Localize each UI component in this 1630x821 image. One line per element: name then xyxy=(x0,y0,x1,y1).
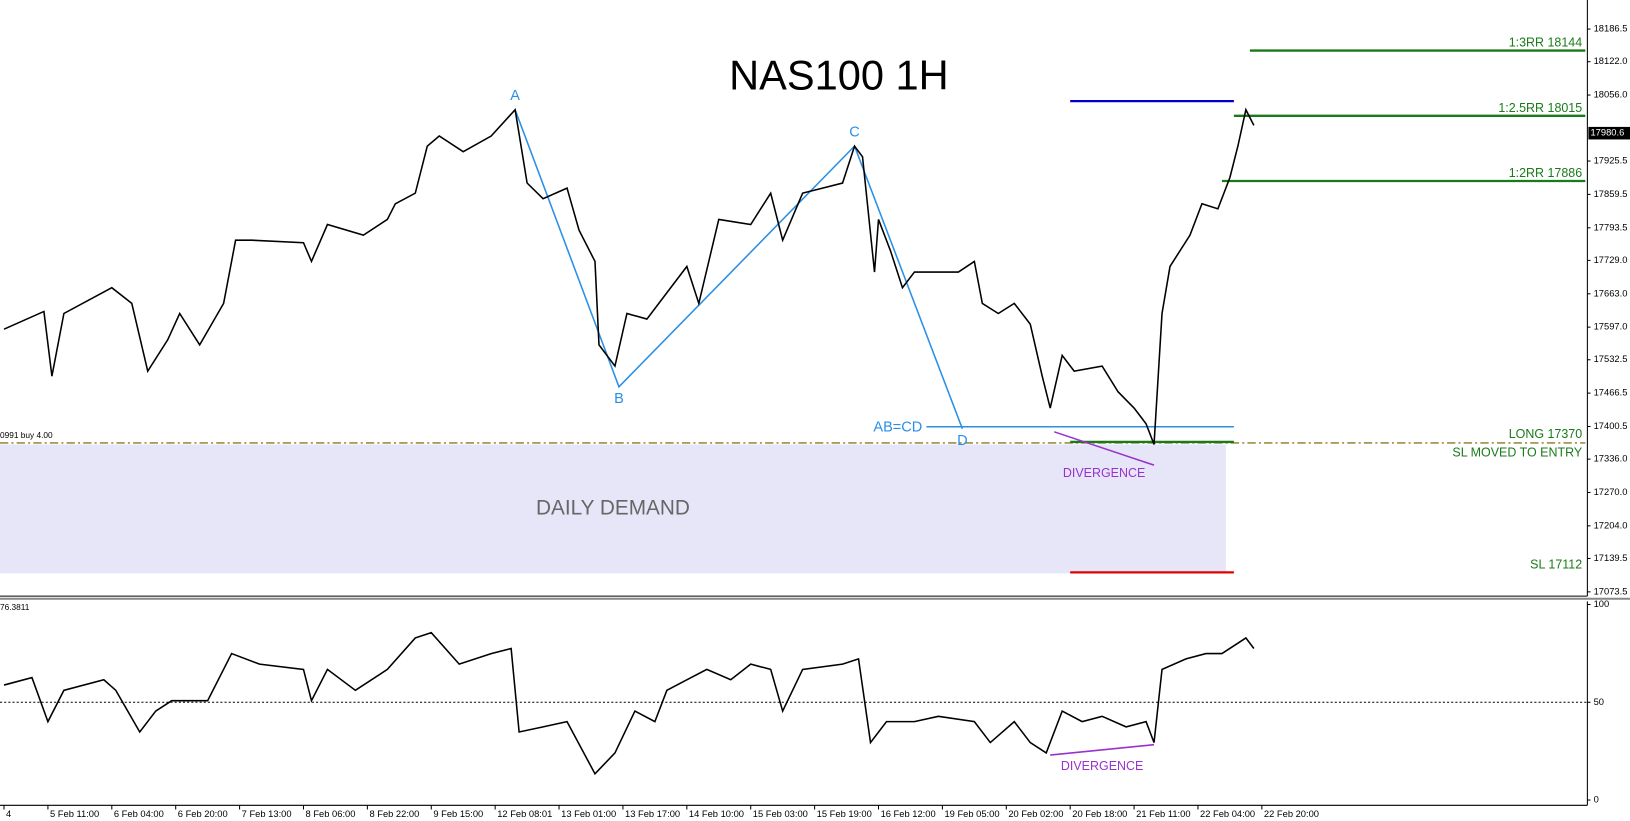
x-tick-label: 14 Feb 10:00 xyxy=(689,809,744,819)
demand-zone xyxy=(0,444,1226,574)
pattern-point-label: C xyxy=(849,124,859,140)
divergence-line xyxy=(1050,743,1155,756)
y-tick-label: 17597.0 xyxy=(1594,322,1628,332)
divergence-label: DIVERGENCE xyxy=(1063,466,1145,480)
y-tick-label: 18056.0 xyxy=(1594,90,1628,100)
level-label: LONG 17370 xyxy=(1509,427,1582,441)
y-tick-label: 0 xyxy=(1594,795,1599,805)
x-tick-label: 21 Feb 11:00 xyxy=(1136,809,1190,819)
x-tick-label: 19 Feb 05:00 xyxy=(944,809,999,819)
level-label: 1:2.5RR 18015 xyxy=(1498,101,1582,115)
y-tick-label: 17729.0 xyxy=(1594,255,1628,265)
order-label: 0991 buy 4.00 xyxy=(0,430,53,440)
y-tick-label: 17925.5 xyxy=(1594,156,1628,166)
y-tick-label: 17139.5 xyxy=(1594,553,1628,563)
y-tick-label: 17400.5 xyxy=(1594,421,1628,431)
x-tick-label: 8 Feb 22:00 xyxy=(369,809,419,819)
x-tick-label: 15 Feb 19:00 xyxy=(817,809,872,819)
last-price-box xyxy=(1588,126,1630,140)
x-tick-label: 22 Feb 04:00 xyxy=(1200,809,1255,819)
x-tick-label: 7 Feb 13:00 xyxy=(242,809,292,819)
abcd-label: AB=CD xyxy=(873,420,922,436)
x-tick-label: 13 Feb 17:00 xyxy=(625,809,680,819)
chart-title: NAS100 1H xyxy=(729,51,948,98)
pattern-point-label: A xyxy=(510,88,520,104)
y-tick-label: 17204.0 xyxy=(1594,520,1628,530)
pattern-line xyxy=(514,109,964,430)
x-tick-label: 6 Feb 04:00 xyxy=(114,809,164,819)
y-tick-label: 17859.5 xyxy=(1594,189,1628,199)
level-label: 1:3RR 18144 xyxy=(1509,36,1582,50)
x-tick-label: 15 Feb 03:00 xyxy=(753,809,808,819)
level-label: SL 17112 xyxy=(1530,557,1582,571)
pattern-point-label: B xyxy=(614,391,624,407)
y-tick-label: 17793.5 xyxy=(1594,222,1628,232)
x-tick-label: 5 Feb 11:00 xyxy=(50,809,99,819)
x-tick-label: 4 xyxy=(6,809,11,819)
level-label: 1:2RR 17886 xyxy=(1509,166,1582,180)
x-tick-label: 20 Feb 02:00 xyxy=(1008,809,1063,819)
y-tick-label: 17270.0 xyxy=(1594,487,1628,497)
y-tick-label: 17073.5 xyxy=(1594,586,1628,596)
x-tick-label: 6 Feb 20:00 xyxy=(178,809,228,819)
y-tick-label: 18186.5 xyxy=(1594,24,1628,34)
zone-label: DAILY DEMAND xyxy=(536,496,690,519)
x-tick-label: 13 Feb 01:00 xyxy=(561,809,616,819)
y-tick-label: 17532.5 xyxy=(1594,354,1628,364)
x-tick-label: 8 Feb 06:00 xyxy=(306,809,356,819)
x-tick-label: 16 Feb 12:00 xyxy=(881,809,936,819)
x-tick-label: 20 Feb 18:00 xyxy=(1072,809,1127,819)
x-tick-label: 22 Feb 20:00 xyxy=(1264,809,1319,819)
y-tick-label: 17336.0 xyxy=(1594,454,1628,464)
price-line xyxy=(3,631,1255,776)
y-tick-label: 100 xyxy=(1594,599,1610,609)
divergence-line xyxy=(1053,431,1155,466)
y-tick-label: 17663.0 xyxy=(1594,288,1628,298)
price-line xyxy=(3,107,1255,445)
last-price-label: 17980.6 xyxy=(1590,128,1624,138)
y-tick-label: 18122.0 xyxy=(1594,56,1628,66)
pattern-point-label: D xyxy=(957,433,967,449)
y-tick-label: 17466.5 xyxy=(1594,388,1628,398)
entry-label: SL MOVED TO ENTRY xyxy=(1452,446,1582,460)
x-tick-label: 12 Feb 08:01 xyxy=(497,809,552,819)
x-tick-label: 9 Feb 15:00 xyxy=(433,809,483,819)
divergence-label: DIVERGENCE xyxy=(1061,759,1143,773)
y-tick-label: 50 xyxy=(1594,697,1604,707)
indicator-label: 76.3811 xyxy=(0,602,30,612)
